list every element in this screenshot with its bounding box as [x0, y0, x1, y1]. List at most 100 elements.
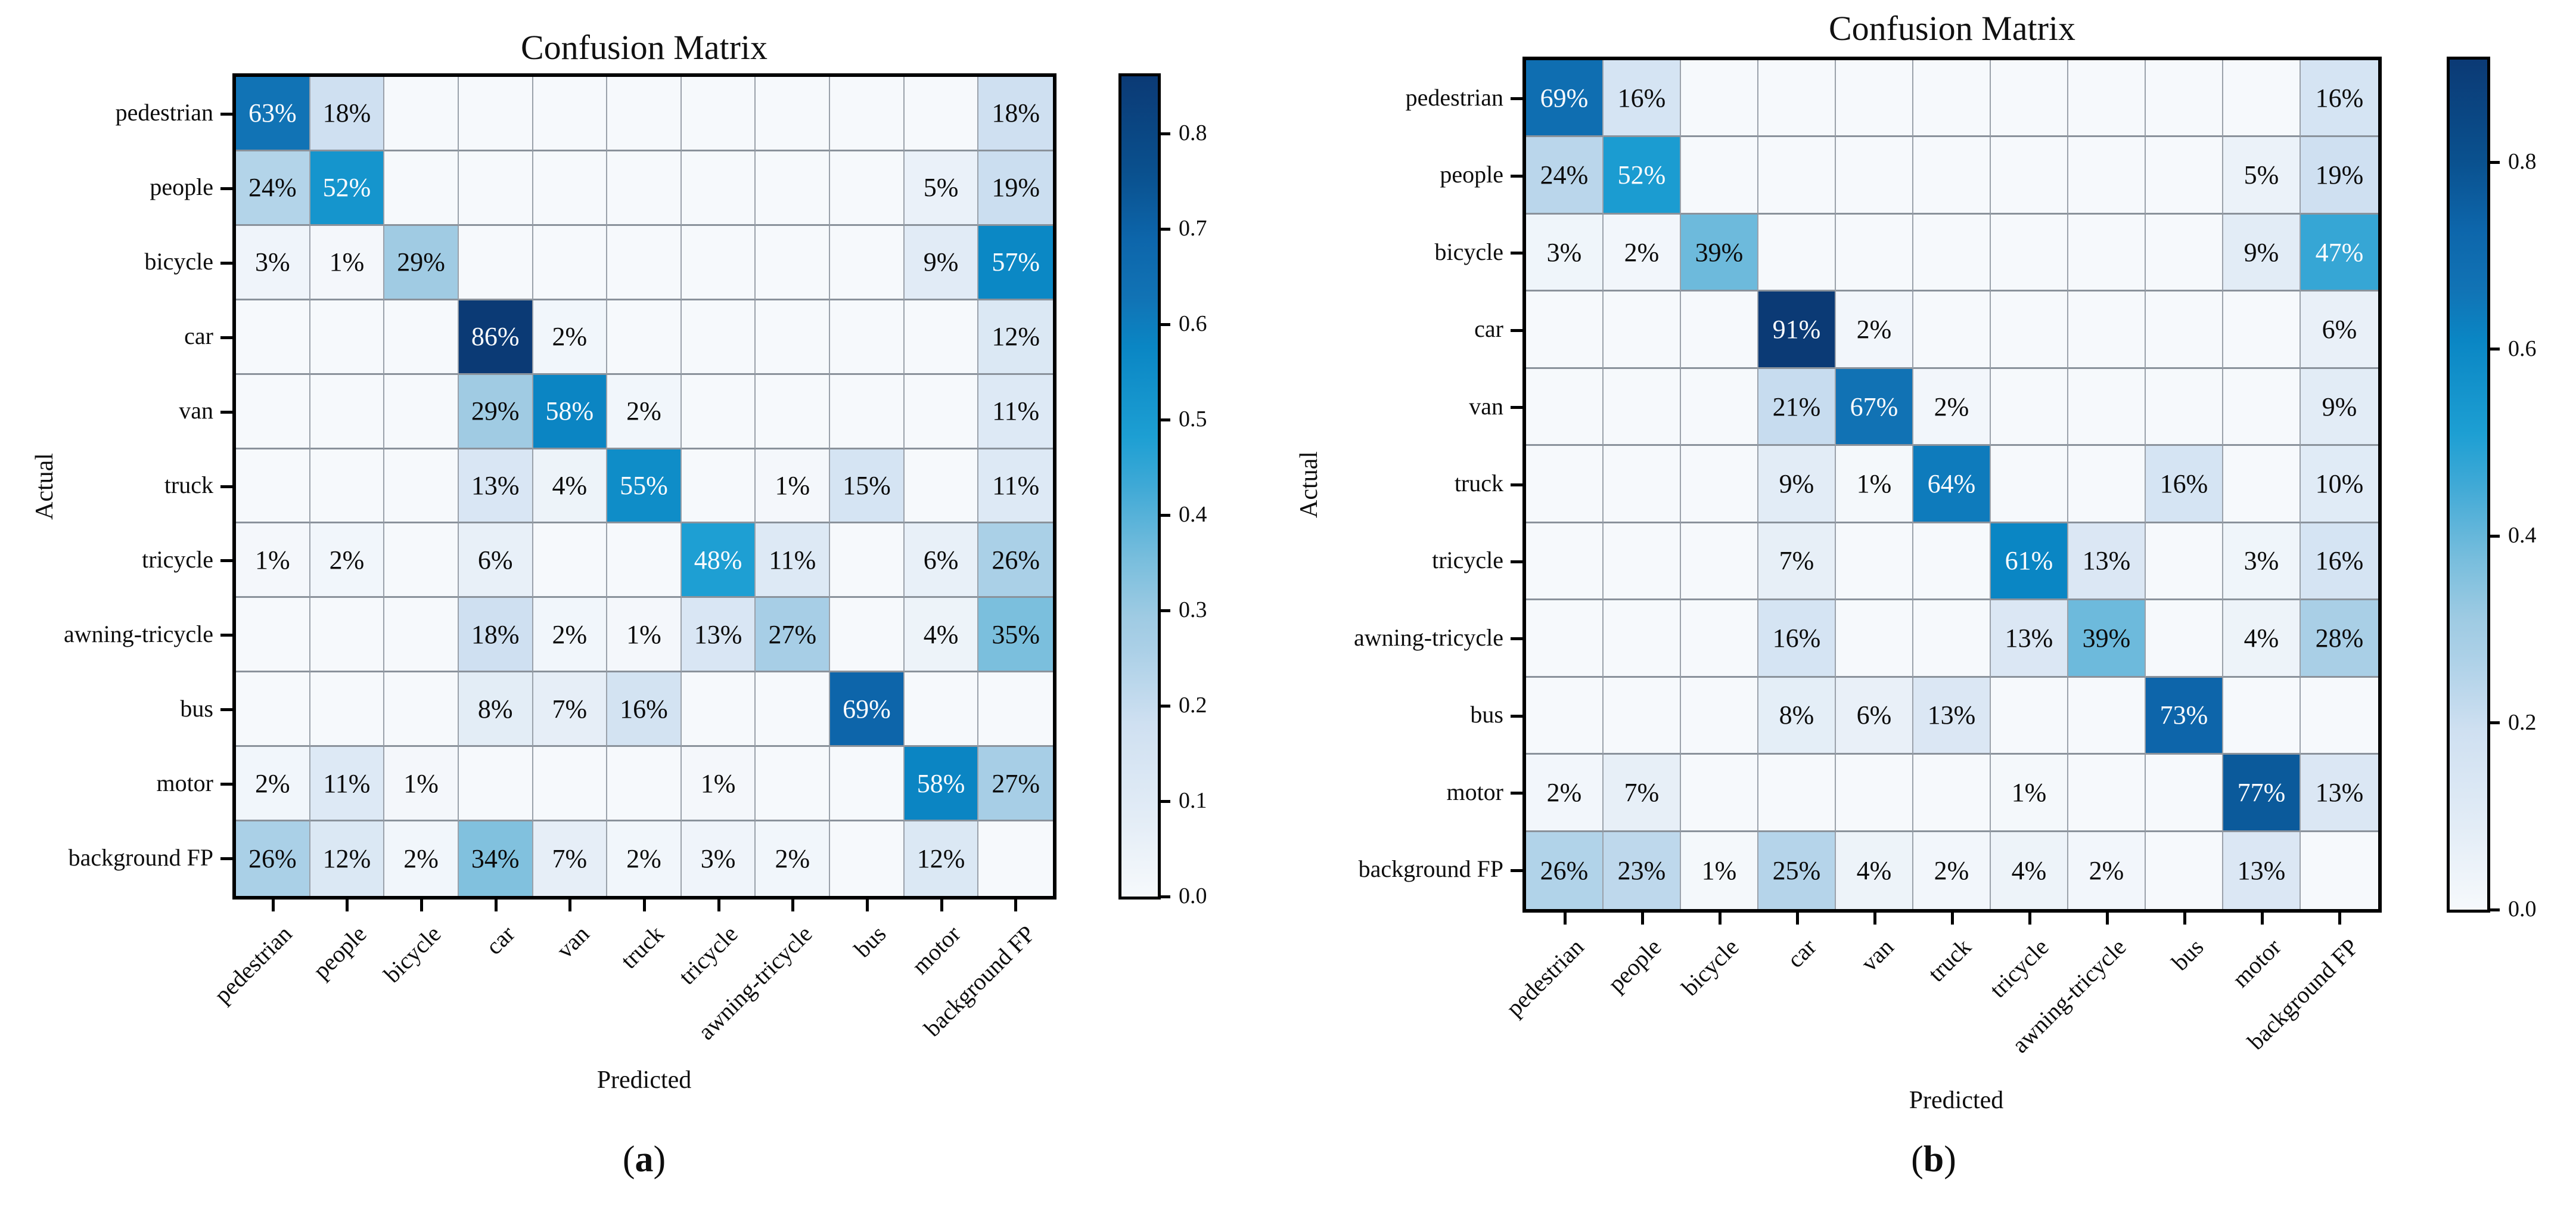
heatmap-cell: 86% — [458, 300, 533, 375]
colorbar-tick-label: 0.2 — [2508, 709, 2537, 735]
heatmap-cell — [2223, 291, 2301, 369]
colorbar-tick-label: 0.7 — [1179, 216, 1207, 241]
colorbar-tick-label: 0.8 — [2508, 149, 2537, 175]
heatmap-cell: 2% — [756, 821, 831, 896]
heatmap-cell — [2223, 368, 2301, 446]
colorbar-tick-mark — [1161, 322, 1170, 326]
colorbar-tick-label: 0.5 — [1179, 407, 1207, 432]
heatmap-cell — [607, 225, 682, 300]
heatmap-cell: 55% — [607, 449, 682, 524]
heatmap-cell: 19% — [978, 151, 1053, 226]
y-tick-mark — [1511, 792, 1522, 795]
heatmap-cell: 57% — [978, 225, 1053, 300]
y-tick-mark — [220, 112, 232, 116]
heatmap-cell: 7% — [1604, 755, 1681, 832]
heatmap-cell: 48% — [681, 523, 756, 598]
heatmap-cell — [533, 225, 608, 300]
heatmap-cell — [830, 151, 905, 226]
heatmap-cell — [1604, 600, 1681, 678]
heatmap-cell — [830, 225, 905, 300]
colorbar-tick-label: 0.1 — [1179, 788, 1207, 813]
heatmap-cell — [2068, 137, 2146, 215]
heatmap-cell: 9% — [2223, 214, 2301, 292]
heatmap-cell: 1% — [1681, 832, 1758, 909]
heatmap-cell: 3% — [2223, 523, 2301, 601]
heatmap-cell: 58% — [904, 747, 979, 822]
heatmap-cell: 9% — [2301, 368, 2378, 446]
heatmap-cell: 2% — [533, 300, 608, 375]
colorbar — [1118, 73, 1161, 900]
y-tick-mark — [1511, 328, 1522, 332]
heatmap-cell: 28% — [2301, 600, 2378, 678]
y-tick-label: car — [184, 322, 213, 350]
heatmap-cell — [756, 77, 831, 151]
x-tick-mark — [1640, 913, 1644, 925]
heatmap-cell — [1758, 755, 1836, 832]
heatmap-cell — [1681, 677, 1758, 755]
heatmap-cell — [2068, 214, 2146, 292]
y-tick-mark — [1511, 483, 1522, 486]
heatmap-cell — [2301, 677, 2378, 755]
heatmap-cell — [1681, 368, 1758, 446]
x-tick-mark — [2183, 913, 2186, 925]
heatmap-cell: 4% — [1991, 832, 2068, 909]
heatmap-cell: 12% — [978, 300, 1053, 375]
colorbar-tick-mark — [1161, 704, 1170, 708]
heatmap-cell — [1913, 137, 1991, 215]
x-tick-mark — [717, 900, 720, 911]
heatmap-cell — [1526, 368, 1604, 446]
heatmap-cell — [1681, 523, 1758, 601]
x-axis-title: Predicted — [1909, 1087, 2004, 1114]
heatmap-cell — [236, 672, 310, 748]
colorbar-tick-label: 0.6 — [2508, 336, 2537, 361]
y-tick-mark — [220, 708, 232, 712]
heatmap-cell — [830, 77, 905, 151]
y-tick-label: truck — [1454, 470, 1503, 497]
heatmap-cell — [2301, 832, 2378, 909]
heatmap-cell — [830, 374, 905, 449]
heatmap-cell: 2% — [1604, 214, 1681, 292]
heatmap-cell — [1836, 755, 1913, 832]
heatmap-cell: 58% — [533, 374, 608, 449]
heatmap-cell — [2223, 60, 2301, 138]
heatmap-cell: 2% — [1526, 755, 1604, 832]
heatmap-cell: 1% — [756, 449, 831, 524]
heatmap-cell — [756, 300, 831, 375]
heatmap-cell — [384, 598, 459, 673]
heatmap-cell: 39% — [2068, 600, 2146, 678]
heatmap-cell — [607, 300, 682, 375]
heatmap-cell — [458, 151, 533, 226]
colorbar-tick-mark — [1161, 799, 1170, 803]
heatmap-cell — [236, 374, 310, 449]
heatmap-cell: 13% — [681, 598, 756, 673]
y-tick-mark — [220, 410, 232, 414]
heatmap-cell: 2% — [310, 523, 385, 598]
heatmap-cell: 67% — [1836, 368, 1913, 446]
heatmap-cell: 2% — [533, 598, 608, 673]
heatmap-cell — [533, 523, 608, 598]
heatmap-cell: 91% — [1758, 291, 1836, 369]
heatmap-cell: 1% — [384, 747, 459, 822]
heatmap-cell: 2% — [1913, 832, 1991, 909]
y-tick-mark — [1511, 869, 1522, 872]
heatmap-cell — [384, 300, 459, 375]
heatmap-cell — [458, 225, 533, 300]
heatmap-cell: 1% — [1836, 446, 1913, 523]
heatmap-cell — [384, 523, 459, 598]
heatmap-cell — [904, 672, 979, 748]
heatmap-cell: 73% — [2146, 677, 2223, 755]
heatmap-cell — [1681, 755, 1758, 832]
y-tick-mark — [1511, 252, 1522, 255]
y-tick-label: pedestrian — [115, 99, 213, 126]
heatmap-cell — [830, 523, 905, 598]
heatmap-cell: 11% — [756, 523, 831, 598]
heatmap-cell — [1526, 291, 1604, 369]
x-tick-mark — [2338, 913, 2341, 925]
heatmap-cell — [2068, 60, 2146, 138]
heatmap-cell — [978, 821, 1053, 896]
x-tick-mark — [643, 900, 646, 911]
heatmap-cell: 16% — [2146, 446, 2223, 523]
caption-letter: a — [635, 1139, 654, 1180]
